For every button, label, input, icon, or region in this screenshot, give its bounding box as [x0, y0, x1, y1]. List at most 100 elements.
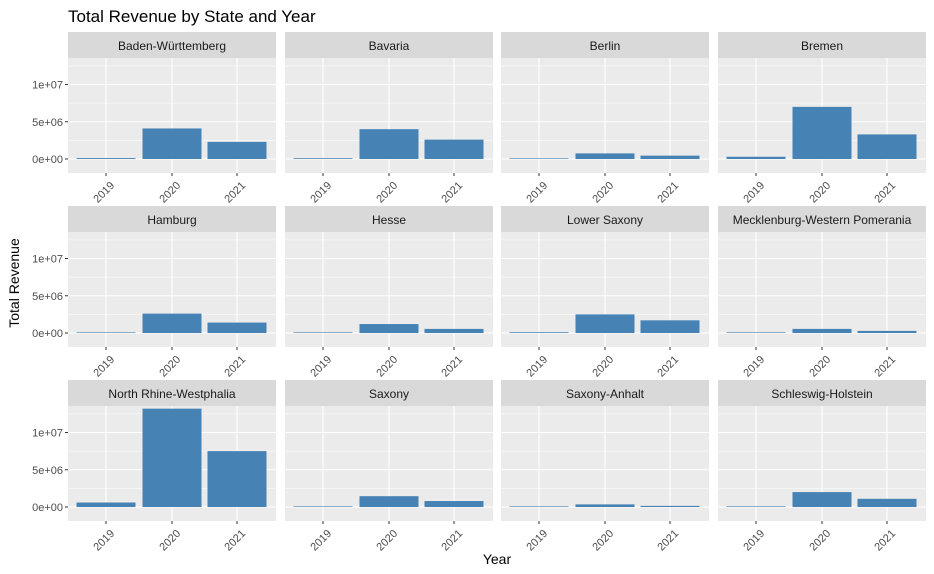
x-tick-label: 2021	[655, 354, 681, 380]
bar-2020	[359, 496, 419, 507]
bar-2019	[76, 502, 136, 507]
bar-2021	[857, 330, 917, 333]
y-tick-label: 0e+00	[32, 502, 63, 514]
facet-strip-label: Berlin	[590, 39, 621, 53]
y-tick-label: 1e+07	[32, 254, 63, 266]
x-tick-label: 2020	[590, 528, 616, 554]
facet-strip-label: Bavaria	[369, 39, 410, 53]
x-tick-label: 2020	[157, 528, 183, 554]
x-tick-label: 2020	[590, 180, 616, 206]
facet-panels: Baden-Württemberg 2019 2020 2021 0e+00 5e+06 1…	[32, 32, 926, 554]
bar-2021	[640, 155, 700, 159]
bar-2019	[76, 158, 136, 159]
x-tick-label: 2019	[91, 354, 117, 380]
bar-2019	[293, 506, 353, 507]
bar-2020	[575, 153, 635, 159]
bar-2021	[207, 322, 267, 333]
facet-strip-label: Lower Saxony	[567, 213, 643, 227]
x-tick-label: 2019	[524, 180, 550, 206]
x-tick-label: 2020	[157, 180, 183, 206]
bar-2019	[293, 158, 353, 159]
x-axis-title: Year	[483, 551, 512, 567]
facet-strip-label: Mecklenburg-Western Pomerania	[733, 213, 912, 227]
bar-2020	[792, 492, 852, 507]
bar-2021	[857, 134, 917, 159]
x-tick-label: 2021	[655, 528, 681, 554]
facet-strip	[501, 32, 709, 58]
facet-strip	[501, 380, 709, 406]
facet-strip	[68, 32, 276, 58]
x-tick-label: 2020	[807, 354, 833, 380]
x-tick-label: 2019	[308, 180, 334, 206]
bar-2021	[424, 501, 484, 507]
bar-2020	[142, 128, 202, 159]
x-tick-label: 2019	[741, 180, 767, 206]
y-axis-title: Total Revenue	[6, 238, 22, 328]
x-tick-label: 2020	[157, 354, 183, 380]
facet-strip	[68, 380, 276, 406]
facet-strip-label: Hamburg	[147, 213, 196, 227]
x-tick-label: 2019	[524, 528, 550, 554]
x-tick-label: 2019	[91, 528, 117, 554]
x-tick-label: 2019	[524, 354, 550, 380]
bar-2019	[509, 158, 569, 159]
x-tick-label: 2020	[807, 528, 833, 554]
bar-2019	[726, 156, 786, 159]
x-tick-label: 2021	[439, 528, 465, 554]
chart-title: Total Revenue by State and Year	[68, 7, 316, 26]
facet-panel: Saxony 2019 2020 2021	[285, 380, 493, 554]
x-tick-label: 2019	[741, 528, 767, 554]
y-tick-label: 0e+00	[32, 154, 63, 166]
x-tick-label: 2021	[439, 354, 465, 380]
facet-strip	[285, 206, 493, 232]
facet-strip	[501, 206, 709, 232]
x-tick-label: 2021	[222, 528, 248, 554]
y-tick-label: 1e+07	[32, 428, 63, 440]
bar-2020	[142, 408, 202, 507]
x-tick-label: 2020	[807, 180, 833, 206]
x-tick-label: 2019	[741, 354, 767, 380]
facet-panel: Bremen 2019 2020 2021	[718, 32, 926, 206]
y-tick-label: 5e+06	[32, 291, 63, 303]
facet-panel: Hesse 2019 2020 2021	[285, 206, 493, 380]
bar-2019	[726, 506, 786, 507]
x-tick-label: 2021	[222, 354, 248, 380]
bar-2021	[640, 320, 700, 333]
facet-strip-label: Saxony-Anhalt	[566, 387, 645, 401]
facet-strip-label: Baden-Württemberg	[118, 39, 226, 53]
x-tick-label: 2019	[308, 354, 334, 380]
x-tick-label: 2021	[655, 180, 681, 206]
y-tick-label: 5e+06	[32, 117, 63, 129]
bar-2021	[857, 498, 917, 507]
bar-2020	[792, 328, 852, 333]
bar-2021	[424, 328, 484, 333]
x-tick-label: 2019	[91, 180, 117, 206]
x-tick-label: 2020	[590, 354, 616, 380]
bar-2019	[726, 332, 786, 333]
x-tick-label: 2020	[374, 354, 400, 380]
facet-panel: Mecklenburg-Western Pomerania 2019 2020 202…	[718, 206, 926, 380]
y-tick-label: 0e+00	[32, 328, 63, 340]
bar-2020	[142, 313, 202, 333]
x-tick-label: 2020	[374, 528, 400, 554]
bar-2019	[509, 506, 569, 507]
x-tick-label: 2021	[872, 528, 898, 554]
facet-strip	[718, 32, 926, 58]
y-tick-label: 5e+06	[32, 465, 63, 477]
facet-panel: Hamburg 2019 2020 2021 0e+00 5e+06 1e+07	[32, 206, 276, 380]
facet-strip-label: Hesse	[372, 213, 406, 227]
bar-2019	[509, 332, 569, 333]
x-tick-label: 2021	[872, 180, 898, 206]
bar-2021	[640, 505, 700, 507]
facet-strip	[285, 32, 493, 58]
facet-panel: Saxony-Anhalt 2019 2020 2021	[501, 380, 709, 554]
bar-2020	[575, 504, 635, 507]
bar-2020	[575, 314, 635, 333]
facet-panel: Berlin 2019 2020 2021	[501, 32, 709, 206]
facet-strip	[285, 380, 493, 406]
bar-2021	[207, 141, 267, 159]
facet-panel: Schleswig-Holstein 2019 2020 2021	[718, 380, 926, 554]
facet-strip	[718, 206, 926, 232]
facet-strip-label: North Rhine-Westphalia	[108, 387, 235, 401]
